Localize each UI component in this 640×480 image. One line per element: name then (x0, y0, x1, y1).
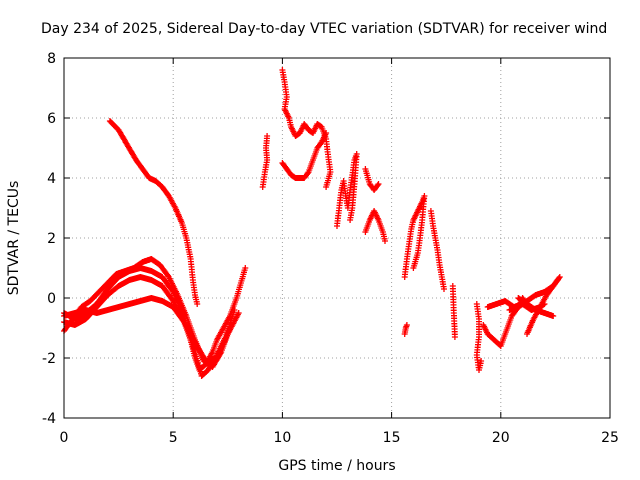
series-track-n (401, 322, 410, 337)
series-track-m (427, 208, 447, 292)
x-tick-label: 5 (169, 430, 178, 446)
data-point-markers (362, 208, 388, 244)
x-tick-label: 0 (60, 430, 69, 446)
series-track-h (279, 130, 330, 181)
data-series-layer (61, 67, 563, 379)
series-track-l (401, 193, 428, 280)
chart-title: Day 234 of 2025, Sidereal Day-to-day VTE… (41, 21, 607, 37)
data-point-markers (401, 322, 410, 337)
y-axis-label: SDTVAR / TECUs (6, 181, 22, 296)
data-point-markers (401, 193, 428, 280)
data-point-markers (334, 151, 360, 229)
data-point-markers (449, 283, 458, 340)
data-point-markers (362, 166, 382, 193)
axis-ticks: 0 5 10 15 20 25 -4 -2 0 2 4 6 8 (42, 51, 619, 446)
x-tick-label: 25 (601, 430, 619, 446)
data-point-markers (473, 301, 485, 373)
y-tick-label: 0 (47, 291, 56, 307)
series-track-e (106, 118, 201, 307)
data-point-markers (427, 208, 447, 292)
series-track-i (334, 151, 360, 229)
series-track-o (449, 283, 458, 340)
series-track-k (362, 208, 388, 244)
x-tick-label: 10 (273, 430, 291, 446)
x-axis-label: GPS time / hours (278, 458, 395, 474)
y-tick-label: 2 (47, 231, 56, 247)
y-tick-label: -4 (42, 411, 56, 427)
data-point-markers (106, 118, 201, 307)
grid-lines (64, 58, 610, 418)
series-track-j (362, 166, 382, 193)
series-track-u (515, 295, 557, 319)
data-point-markers (279, 130, 330, 181)
y-tick-label: 4 (47, 171, 56, 187)
series-track-p (473, 301, 485, 373)
data-point-markers (515, 295, 557, 319)
x-tick-label: 20 (492, 430, 510, 446)
data-point-markers (259, 133, 271, 190)
x-tick-label: 15 (383, 430, 401, 446)
y-tick-label: 8 (47, 51, 56, 67)
series-track-f (259, 133, 271, 190)
y-tick-label: -2 (42, 351, 56, 367)
y-tick-label: 6 (47, 111, 56, 127)
